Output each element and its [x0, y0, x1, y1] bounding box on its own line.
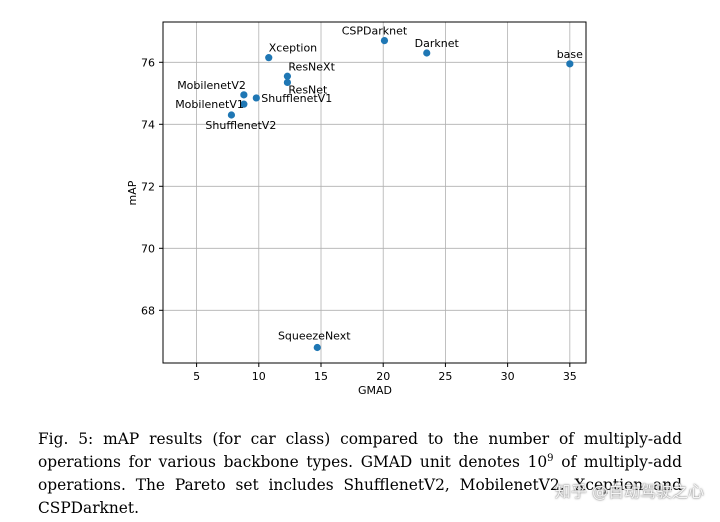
y-tick-label: 76 [141, 56, 155, 69]
data-point [227, 111, 236, 119]
point-label: MobilenetV1 [175, 98, 244, 111]
data-point [265, 54, 273, 62]
point-label: Darknet [415, 37, 460, 50]
data-point [423, 49, 431, 57]
caption-superscript: 9 [547, 452, 554, 464]
grid-layer [163, 22, 586, 363]
data-point [283, 78, 292, 87]
watermark-text: 知乎 @自动驾驶之心 [554, 482, 704, 501]
data-point [380, 37, 389, 45]
point-label: CSPDarknet [342, 25, 408, 38]
labels-layer: Xception CSPDarknet Darknet base ResNeXt ResN… [175, 25, 583, 343]
x-tick-label: 25 [438, 370, 452, 383]
y-tick-label: 74 [141, 118, 155, 131]
point-label: ShufflenetV1 [261, 92, 332, 105]
point-label: SqueezeNext [278, 330, 351, 343]
data-point [252, 94, 260, 102]
point-label: base [557, 48, 583, 61]
y-tick-label: 72 [141, 180, 155, 193]
ticks-layer: 5 10 15 20 25 30 35 68 70 72 74 76 [141, 56, 577, 383]
y-tick-label: 70 [141, 242, 155, 255]
data-point [240, 100, 248, 108]
x-tick-label: 15 [314, 370, 328, 383]
x-tick-label: 5 [193, 370, 200, 383]
x-tick-label: 20 [376, 370, 390, 383]
plot-frame [162, 21, 587, 364]
caption-prefix: Fig. 5: mAP results (for car class) comp… [38, 430, 682, 471]
data-point [283, 72, 292, 80]
points-layer [227, 37, 574, 352]
caption-suffix: of multiply-add operations. The Pareto s… [38, 453, 682, 517]
x-tick-label: 30 [501, 370, 515, 383]
y-tick-label: 68 [141, 304, 155, 317]
figure-caption: Fig. 5: mAP results (for car class) comp… [38, 428, 682, 520]
point-label: MobilenetV2 [177, 79, 246, 92]
figure-panel: 5 10 15 20 25 30 35 68 70 72 74 76 Xception CSPDarkn… [126, 21, 587, 397]
point-label: ResNeXt [288, 60, 335, 73]
point-label: Xception [269, 42, 317, 55]
point-label: ResNet [288, 83, 328, 96]
scatter-chart: 5 10 15 20 25 30 35 68 70 72 74 76 Xception CSPDarkn… [126, 21, 587, 397]
point-label: ShufflenetV2 [205, 119, 276, 132]
x-tick-label: 10 [252, 370, 266, 383]
data-point [240, 91, 248, 99]
x-tick-label: 35 [563, 370, 577, 383]
x-axis-label: GMAD [358, 384, 392, 397]
y-axis-label: mAP [126, 180, 139, 205]
data-point [566, 60, 574, 68]
data-point [313, 343, 321, 352]
